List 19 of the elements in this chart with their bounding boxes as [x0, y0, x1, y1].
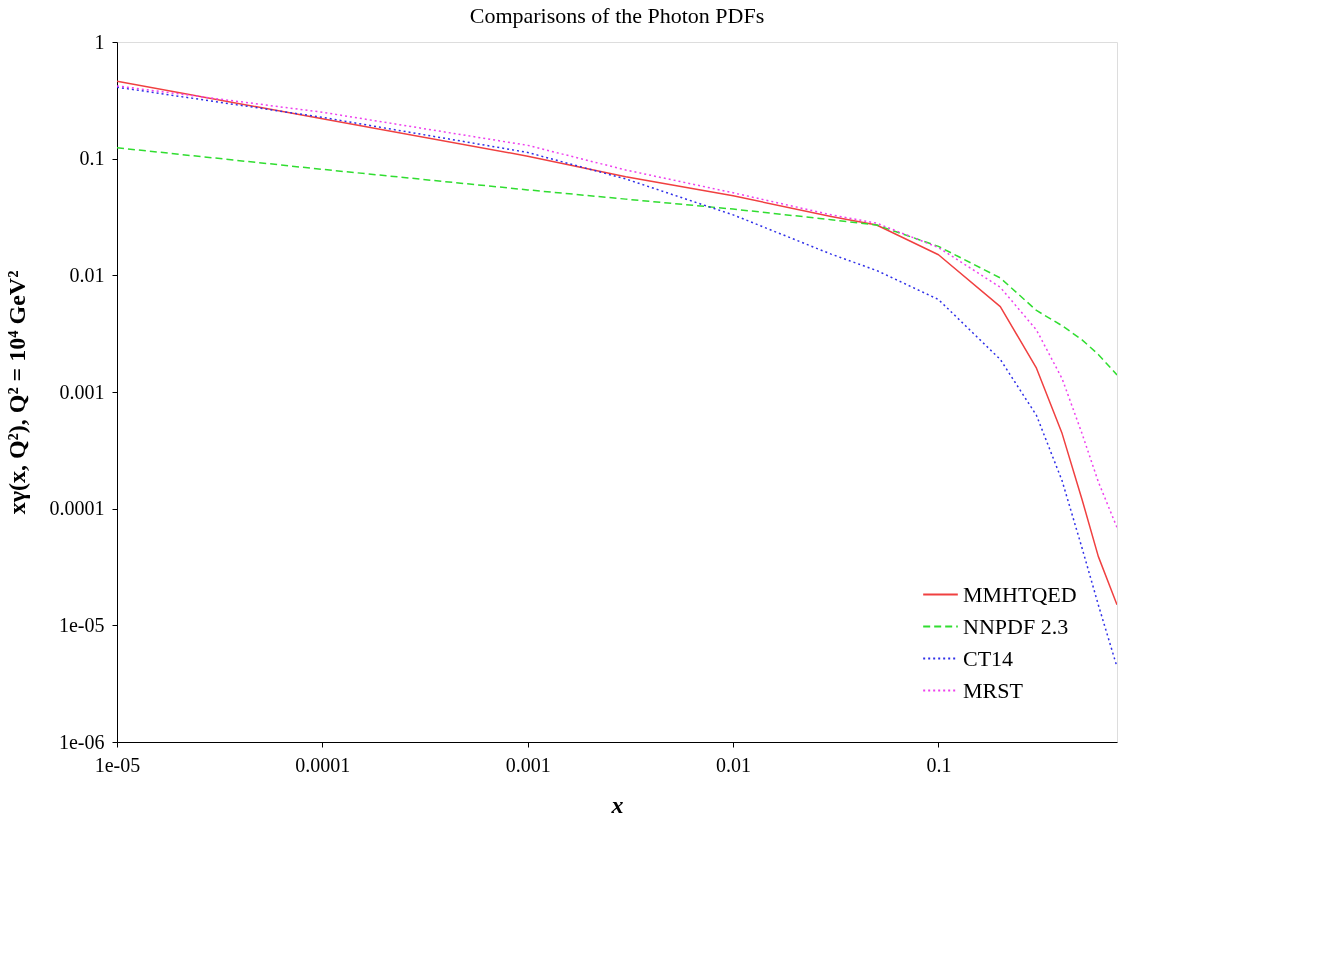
legend-label: MMHTQED: [963, 581, 1077, 607]
x-tick-label: 0.001: [505, 753, 551, 776]
x-tick-label: 0.01: [716, 753, 752, 776]
legend-label: CT14: [963, 645, 1014, 671]
x-tick-label: 0.0001: [295, 753, 351, 776]
y-tick-label: 0.1: [79, 147, 105, 170]
y-tick-label: 1e-06: [58, 730, 105, 753]
y-axis-title: xγ(x, Q²), Q² = 10⁴ GeV²: [3, 270, 30, 515]
x-axis-title: x: [610, 791, 624, 818]
x-tick-label: 0.1: [926, 753, 952, 776]
legend-label: NNPDF 2.3: [963, 613, 1069, 639]
y-tick-label: 1e-05: [58, 613, 105, 636]
y-tick-label: 0.0001: [49, 497, 105, 520]
x-tick-label: 1e-05: [94, 753, 141, 776]
chart-title: Comparisons of the Photon PDFs: [469, 3, 765, 28]
legend-label: MRST: [963, 677, 1024, 703]
y-tick-label: 0.001: [59, 380, 105, 403]
y-tick-label: 0.01: [69, 263, 105, 286]
y-tick-label: 1: [94, 30, 105, 53]
